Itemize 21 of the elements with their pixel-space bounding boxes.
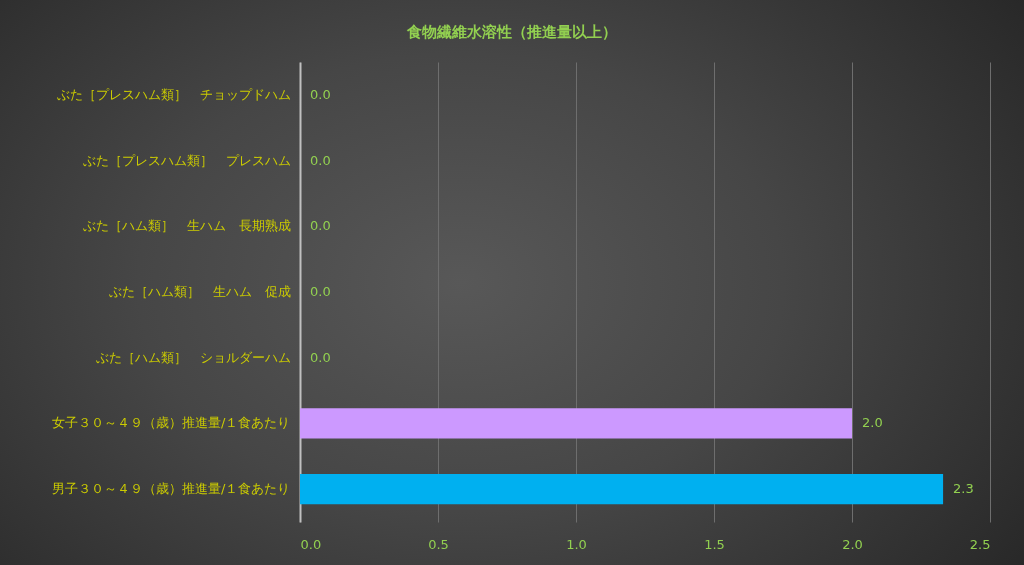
y-tick-label: ぶた［プレスハム類］ プレスハム (82, 152, 291, 168)
y-tick-label: ぶた［ハム類］ 生ハム 長期熟成 (82, 218, 291, 234)
chart-title: 食物繊維水溶性（推進量以上） (406, 23, 617, 41)
data-label: 0.0 (310, 86, 331, 102)
x-tick-label: 1.0 (566, 536, 587, 552)
y-tick-label: 女子３０～４９（歳）推進量/１食あたり (52, 415, 291, 431)
data-label: 0.0 (310, 349, 331, 365)
x-tick-label: 0.5 (428, 536, 449, 552)
y-tick-label: ぶた［ハム類］ 生ハム 促成 (108, 284, 291, 299)
data-label: 2.3 (953, 481, 974, 497)
x-tick-label: 2.5 (969, 536, 991, 552)
y-tick-label: 男子３０～４９（歳）推進量/１食あたり (52, 481, 291, 497)
data-label: 0.0 (310, 152, 331, 168)
y-tick-label: ぶた［プレスハム類］ チョップドハム (56, 86, 291, 102)
y-tick-label: ぶた［ハム類］ ショルダーハム (95, 349, 291, 365)
data-label: 0.0 (310, 284, 331, 299)
x-tick-label: 0.0 (300, 536, 322, 552)
x-tick-label: 1.5 (704, 536, 725, 552)
x-tick-label: 2.0 (842, 536, 863, 552)
data-label: 2.0 (862, 415, 883, 431)
data-label: 0.0 (310, 218, 331, 234)
